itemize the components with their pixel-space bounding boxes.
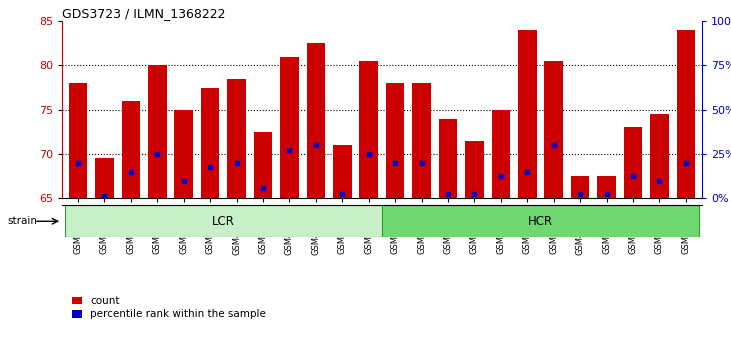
Bar: [175, 110, 193, 198]
Bar: [201, 88, 219, 198]
Bar: [280, 57, 299, 198]
Bar: [597, 176, 616, 198]
Bar: [333, 145, 352, 198]
Bar: [95, 159, 114, 198]
Bar: [148, 65, 167, 198]
Bar: [624, 127, 643, 198]
Legend: count, percentile rank within the sample: count, percentile rank within the sample: [67, 292, 270, 324]
Bar: [254, 132, 272, 198]
Bar: [439, 119, 458, 198]
Bar: [121, 101, 140, 198]
Bar: [227, 79, 246, 198]
Bar: [518, 30, 537, 198]
Text: HCR: HCR: [528, 215, 553, 228]
Bar: [465, 141, 484, 198]
Text: GDS3723 / ILMN_1368222: GDS3723 / ILMN_1368222: [62, 7, 226, 20]
Bar: [382, 205, 699, 237]
Bar: [69, 83, 87, 198]
Text: strain: strain: [7, 216, 37, 226]
Bar: [650, 114, 669, 198]
Bar: [545, 61, 563, 198]
Bar: [492, 110, 510, 198]
Bar: [360, 61, 378, 198]
Bar: [306, 44, 325, 198]
Bar: [412, 83, 431, 198]
Bar: [386, 83, 404, 198]
Bar: [677, 30, 695, 198]
Bar: [571, 176, 589, 198]
Text: LCR: LCR: [212, 215, 235, 228]
Bar: [65, 205, 382, 237]
